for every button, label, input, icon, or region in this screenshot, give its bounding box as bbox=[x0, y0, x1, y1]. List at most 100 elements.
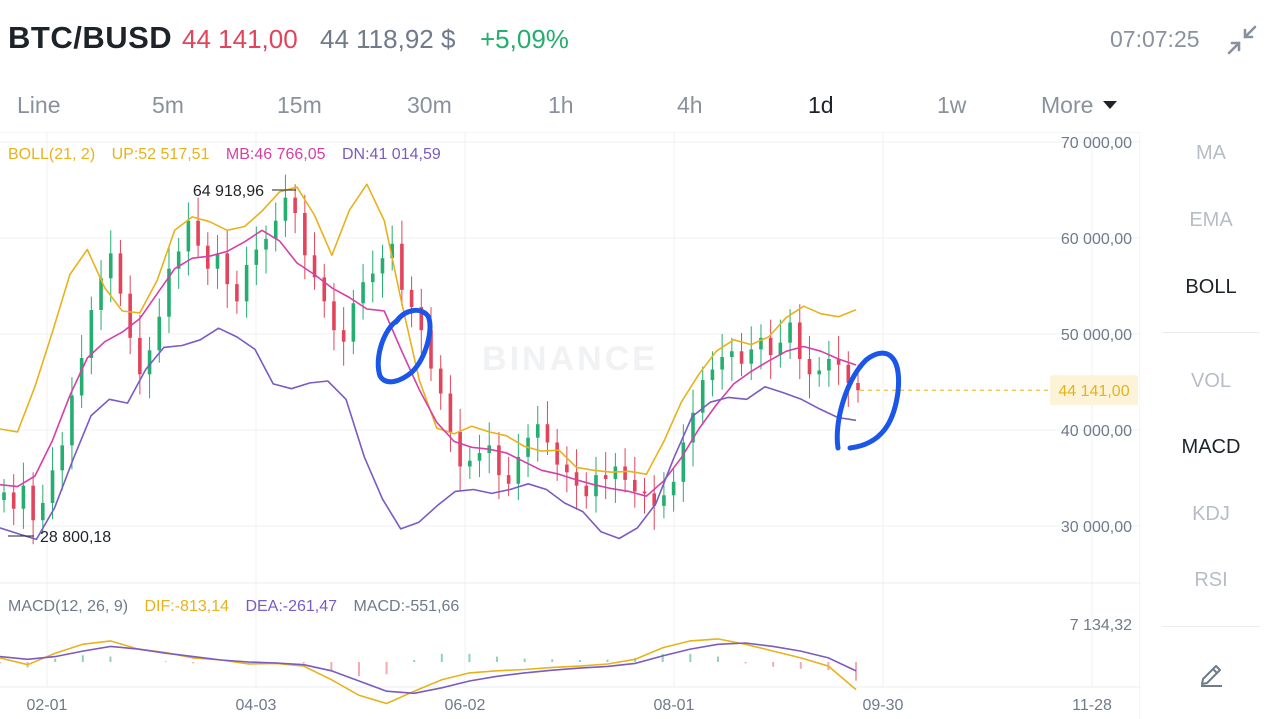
boll-dn-line bbox=[0, 327, 857, 541]
candle-body bbox=[438, 368, 443, 394]
candle-body bbox=[768, 337, 773, 356]
candle-body bbox=[730, 351, 734, 358]
candle-body bbox=[235, 284, 239, 302]
candle-body bbox=[477, 453, 482, 461]
tab-1d[interactable]: 1d bbox=[808, 92, 834, 118]
candle-body bbox=[409, 289, 414, 308]
boll-up-value: UP:52 517,51 bbox=[111, 146, 210, 163]
candle-body bbox=[817, 370, 821, 375]
indicator-kdj[interactable]: KDJ bbox=[1192, 503, 1230, 525]
candle-body bbox=[89, 310, 94, 358]
candle-body bbox=[2, 492, 6, 501]
candle-body bbox=[50, 470, 55, 503]
collapse-icon[interactable] bbox=[1226, 24, 1258, 56]
x-tick-label: 11-28 bbox=[1072, 697, 1112, 714]
candle-body bbox=[147, 350, 152, 375]
candle-body bbox=[739, 351, 744, 364]
candle-body bbox=[60, 445, 65, 471]
candle-body bbox=[332, 301, 336, 331]
tab-4h[interactable]: 4h bbox=[677, 92, 703, 118]
y-tick-label: 30 000,00 bbox=[1061, 519, 1132, 536]
candle-body bbox=[458, 431, 462, 467]
x-tick-label: 09-30 bbox=[863, 697, 904, 714]
annotation-circle bbox=[375, 307, 433, 385]
candle-body bbox=[128, 293, 132, 338]
candle-body bbox=[671, 481, 676, 496]
candle-body bbox=[390, 243, 394, 259]
indicator-ema[interactable]: EMA bbox=[1189, 209, 1233, 231]
candle-body bbox=[623, 466, 627, 480]
candle-body bbox=[759, 337, 763, 350]
candle-body bbox=[400, 243, 404, 290]
candle-body bbox=[31, 485, 35, 521]
candle-body bbox=[632, 479, 637, 492]
candle-body bbox=[574, 472, 579, 486]
tab-line[interactable]: Line bbox=[17, 92, 61, 118]
candle-body bbox=[283, 197, 288, 221]
macd-axis-label: 7 134,32 bbox=[1070, 617, 1132, 634]
tab-more[interactable]: More bbox=[1041, 92, 1118, 119]
y-tick-label: 50 000,00 bbox=[1061, 327, 1132, 344]
chevron-down-icon bbox=[1103, 101, 1118, 109]
candle-body bbox=[448, 393, 453, 432]
boll-legend: BOLL(21, 2) UP:52 517,51 MB:46 766,05 DN… bbox=[8, 146, 453, 164]
pencil-icon[interactable] bbox=[1198, 662, 1224, 688]
candle-body bbox=[681, 442, 686, 482]
candle-body bbox=[303, 213, 307, 256]
tab-1w[interactable]: 1w bbox=[937, 92, 967, 118]
candle-body bbox=[778, 342, 783, 356]
tab-30m[interactable]: 30m bbox=[407, 92, 452, 118]
candle-body bbox=[186, 220, 191, 252]
candle-body bbox=[341, 330, 346, 342]
sidebar-divider bbox=[1162, 332, 1260, 333]
candle-body bbox=[497, 445, 501, 476]
sidebar-divider bbox=[1162, 626, 1260, 627]
macd-name: MACD(12, 26, 9) bbox=[8, 598, 129, 615]
high-marker-label: 64 918,96 bbox=[193, 183, 264, 200]
candle-body bbox=[351, 303, 356, 342]
candle-body bbox=[807, 358, 812, 375]
indicator-macd[interactable]: MACD bbox=[1181, 436, 1241, 458]
candle-body bbox=[555, 442, 559, 465]
indicator-rsi[interactable]: RSI bbox=[1194, 569, 1228, 591]
indicator-boll[interactable]: BOLL bbox=[1185, 276, 1237, 298]
candle-body bbox=[846, 364, 851, 383]
candle-body bbox=[584, 485, 589, 497]
candle-body bbox=[79, 358, 84, 396]
current-price-tag bbox=[1050, 375, 1138, 406]
candle-body bbox=[361, 282, 365, 304]
pair-title[interactable]: BTC/BUSD bbox=[8, 20, 173, 55]
current-price-label: 44 141,00 bbox=[1058, 383, 1129, 400]
x-tick-label: 06-02 bbox=[445, 697, 486, 714]
x-tick-label: 02-01 bbox=[27, 697, 68, 714]
candle-body bbox=[264, 238, 268, 250]
last-price: 44 141,00 bbox=[182, 24, 298, 54]
candle-body bbox=[797, 322, 802, 359]
indicator-ma[interactable]: MA bbox=[1196, 142, 1226, 164]
candle-body bbox=[273, 220, 278, 239]
candle-body bbox=[749, 349, 754, 364]
tab-15m[interactable]: 15m bbox=[277, 92, 322, 118]
macd-value: MACD:-551,66 bbox=[353, 598, 460, 615]
header: BTC/BUSD 44 141,00 44 118,92 $ +5,09% 07… bbox=[0, 0, 1280, 78]
candle-body bbox=[118, 253, 123, 294]
macd-dea-line bbox=[0, 642, 857, 695]
tab-5m[interactable]: 5m bbox=[152, 92, 184, 118]
candle-body bbox=[21, 485, 26, 509]
indicator-vol[interactable]: VOL bbox=[1190, 370, 1232, 392]
indicator-sidebar: MA EMA BOLL VOL MACD KDJ RSI bbox=[1162, 132, 1260, 719]
candle-body bbox=[662, 495, 666, 506]
candle-body bbox=[380, 258, 385, 274]
tab-1h[interactable]: 1h bbox=[548, 92, 574, 118]
boll-name: BOLL(21, 2) bbox=[8, 146, 96, 163]
boll-up-line bbox=[0, 183, 857, 476]
candle-body bbox=[70, 395, 74, 446]
y-tick-label: 40 000,00 bbox=[1061, 423, 1132, 440]
macd-dea-value: DEA:-261,47 bbox=[245, 598, 338, 615]
candle-body bbox=[710, 369, 715, 381]
boll-mb-value: MB:46 766,05 bbox=[225, 146, 326, 163]
candle-body bbox=[652, 493, 657, 506]
chart-area[interactable]: 70 000,00 60 000,00 50 000,00 40 000,00 30 0… bbox=[0, 132, 1140, 719]
watermark-text: BINANCE bbox=[482, 340, 658, 378]
candlestick-chart[interactable]: 70 000,00 60 000,00 50 000,00 40 000,00 30 0… bbox=[0, 132, 1140, 719]
